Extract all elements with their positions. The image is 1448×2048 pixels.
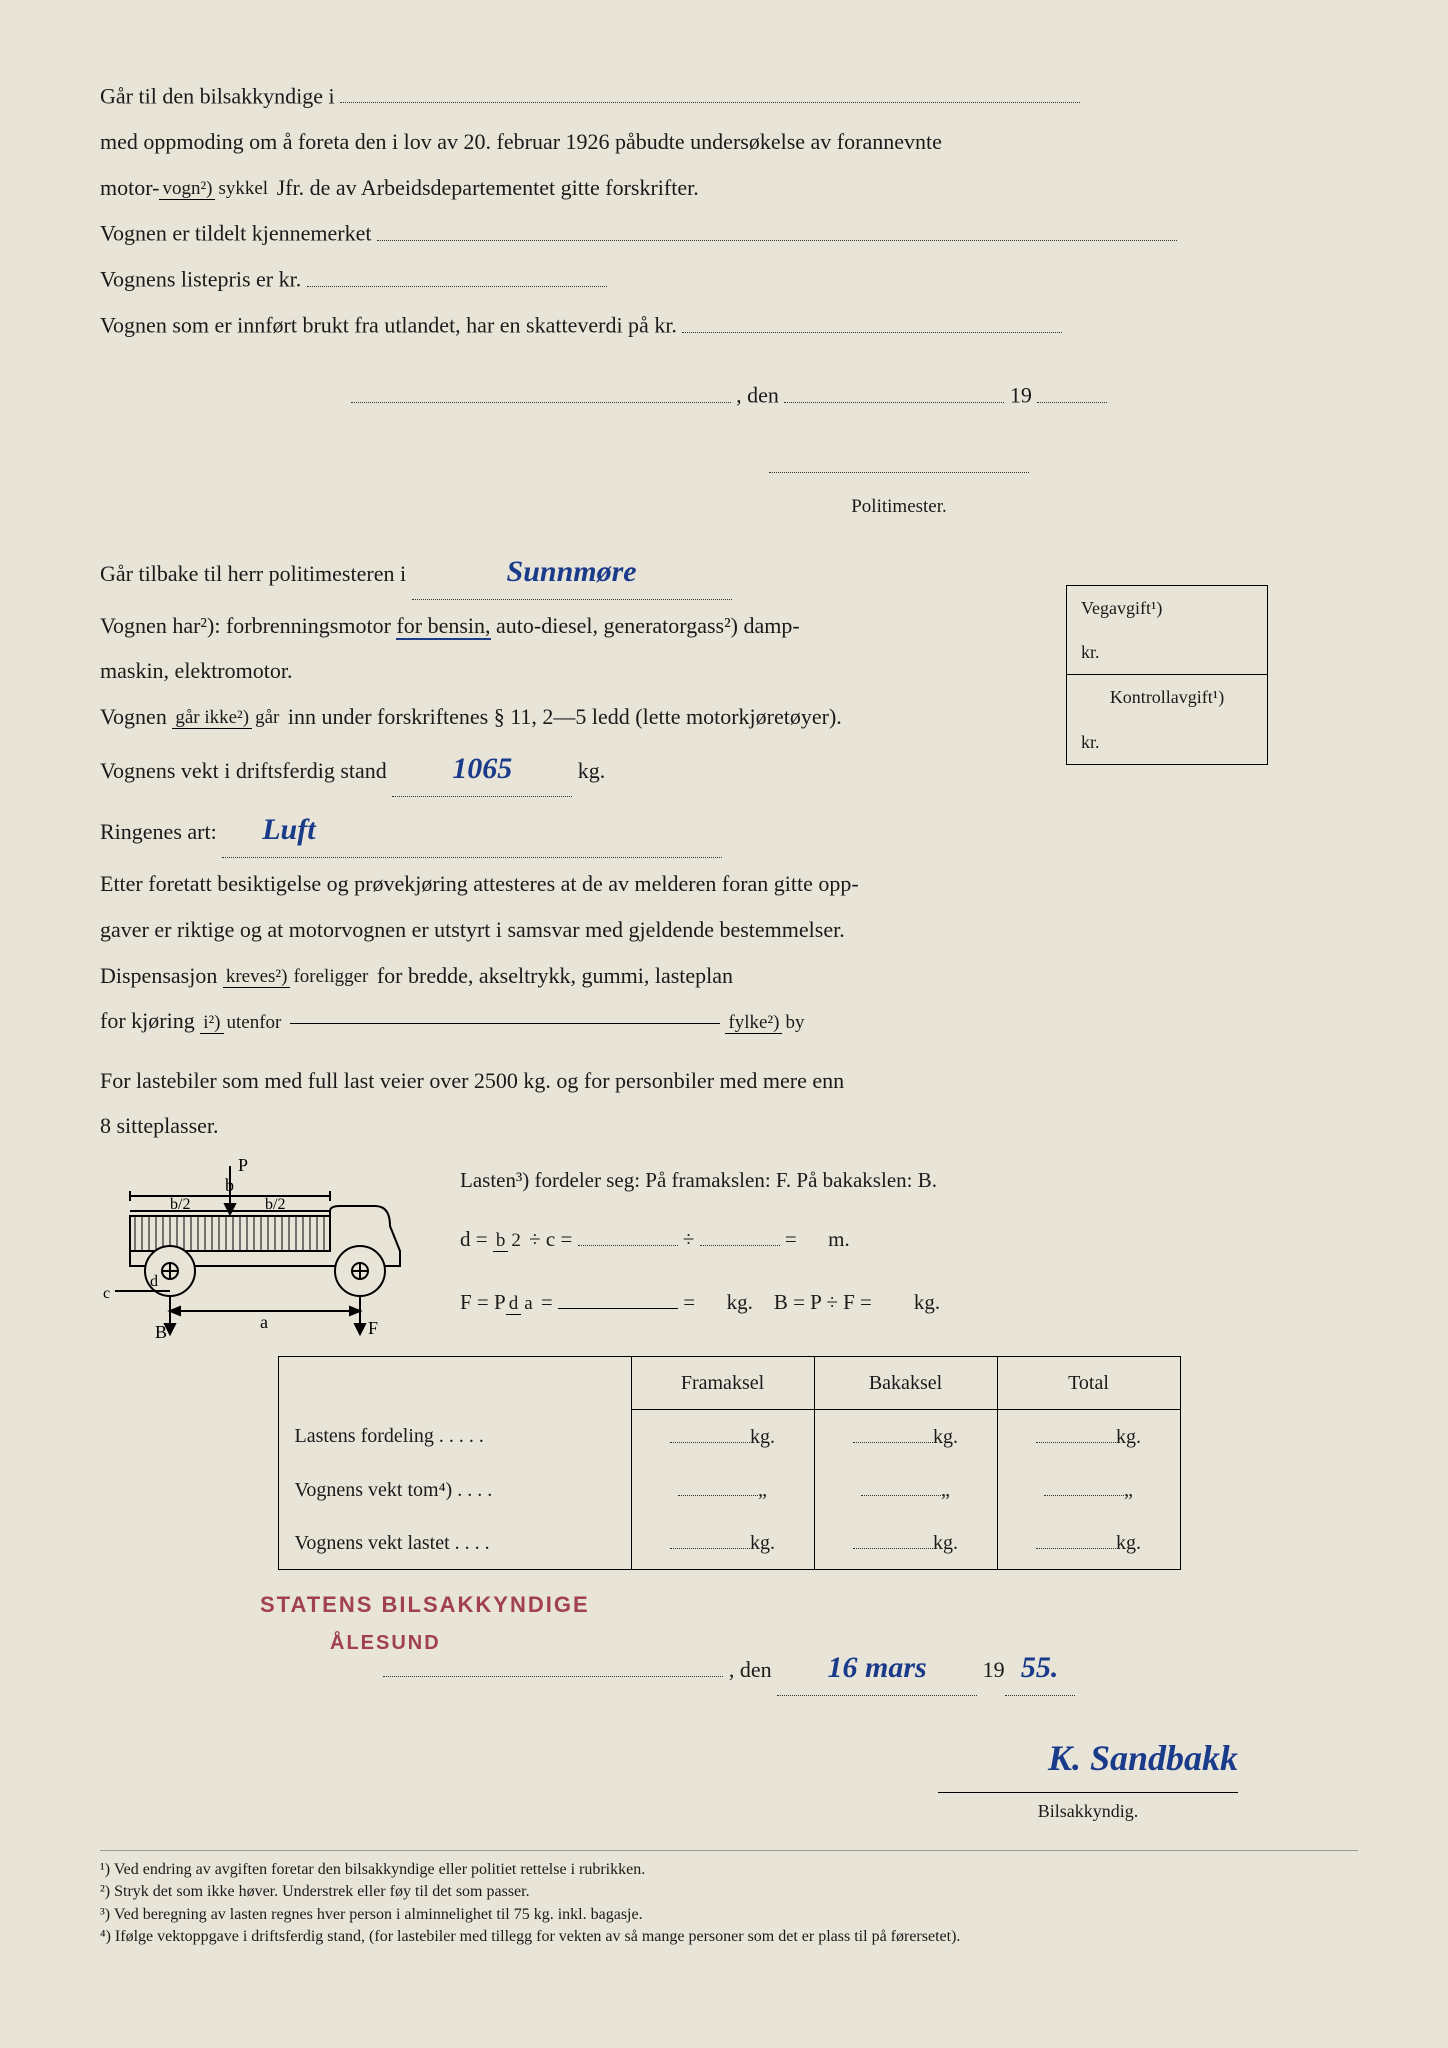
text: Dispensasjon [100, 963, 223, 988]
blank-place [351, 375, 731, 402]
fraction-vogn-sykkel: vogn²)sykkel [159, 179, 271, 200]
text: Politimester. [851, 496, 947, 517]
text: inn under forskriftenes § 11, 2—5 ledd (… [282, 704, 841, 729]
vegavgift-label: Vegavgift¹) [1067, 586, 1267, 630]
footnotes: ¹) Ved endring av avgiften foretar den b… [100, 1850, 1358, 1949]
handwritten-place: Sunnmøre [412, 545, 732, 600]
text: Vognens listepris er kr. [100, 267, 301, 292]
lastebil-intro2: 8 sitteplasser. [100, 1106, 1358, 1146]
text: 19 [1010, 383, 1032, 408]
formula-d: d = b2 ÷ c = ÷ = m. [460, 1220, 1358, 1259]
svg-text:B: B [155, 1322, 167, 1342]
blank-date [784, 375, 1004, 402]
formula-f-b: F = Pda = = kg. B = P ÷ F = kg. [460, 1284, 1358, 1322]
svg-text:F: F [368, 1318, 378, 1338]
blank-line [290, 1023, 720, 1024]
kontrollavgift-label: Kontrollavgift¹) [1067, 674, 1267, 719]
kontrollavgift-kr: kr. [1067, 720, 1267, 764]
blank-field [340, 76, 1080, 103]
truck-formula-row: P b b/2 b/2 F B a c d Lasten³) fordeler … [100, 1156, 1358, 1346]
text: , den [736, 383, 779, 408]
footnote-4: ⁴) Ifølge vektoppgave i driftsferdig sta… [100, 1926, 1358, 1948]
politimester-block: Politimester. [440, 445, 1358, 525]
text: Går tilbake til herr politimesteren i [100, 561, 406, 586]
text: kg. [578, 758, 606, 783]
line-motor-type: Vognen har²): forbrenningsmotor for bens… [100, 606, 1090, 646]
line-attest2: gaver er riktige og at motorvognen er ut… [100, 910, 1358, 950]
fee-box: Vegavgift¹) kr. Kontrollavgift¹) kr. [1066, 585, 1268, 766]
text: Ringenes art: [100, 819, 217, 844]
svg-text:b/2: b/2 [170, 1196, 190, 1213]
lastebil-intro1: For lastebiler som med full last veier o… [100, 1061, 1358, 1101]
text: motor- [100, 175, 159, 200]
fraction-gar: går ikke²)går [172, 708, 282, 729]
date-line-1: , den 19 [100, 375, 1358, 415]
signature-block: K. Sandbakk Bilsakkyndig. [100, 1726, 1238, 1830]
line-dispensasjon: Dispensasjon kreves²)foreligger for bred… [100, 956, 1358, 996]
text: Vognen er tildelt kjennemerket [100, 221, 371, 246]
col-bakaksel: Bakaksel [814, 1357, 997, 1410]
section-2: Vegavgift¹) kr. Kontrollavgift¹) kr. Går… [100, 545, 1358, 1041]
svg-text:a: a [260, 1312, 268, 1332]
blank-field [682, 305, 1062, 332]
fraction-disp: kreves²)foreligger [223, 967, 372, 988]
line-motor: motor-vogn²)sykkel Jfr. de av Arbeidsdep… [100, 168, 1358, 208]
line-bilsakkyndige: Går til den bilsakkyndige i [100, 76, 1358, 116]
svg-text:b: b [225, 1175, 234, 1195]
signature-handwritten: K. Sandbakk [1048, 1738, 1238, 1778]
underlined-bensin: for bensin, [396, 613, 490, 640]
handwritten-ring: Luft [222, 803, 722, 858]
text: Vognens vekt i driftsferdig stand [100, 758, 387, 783]
col-framaksel: Framaksel [631, 1357, 814, 1410]
weight-table: Framaksel Bakaksel Total Lastens fordeli… [278, 1356, 1181, 1570]
text: Vognen [100, 704, 172, 729]
blank-field [307, 259, 607, 286]
text: auto-diesel, generatorgass²) damp- [491, 613, 800, 638]
svg-text:d: d [150, 1273, 158, 1290]
document-page: Går til den bilsakkyndige i med oppmodin… [0, 0, 1448, 2048]
table-row: Vognens vekt lastet . . . . kg. kg. kg. [278, 1516, 1180, 1570]
text: Vognen har²): forbrenningsmotor [100, 613, 396, 638]
line-ring: Ringenes art: Luft [100, 803, 1358, 858]
truck-diagram-icon: P b b/2 b/2 F B a c d [100, 1156, 430, 1346]
line-attest1: Etter foretatt besiktigelse og prøvekjør… [100, 864, 1358, 904]
svg-text:P: P [238, 1156, 248, 1175]
footnote-3: ³) Ved beregning av lasten regnes hver p… [100, 1904, 1358, 1926]
table-row: Lastens fordeling . . . . . kg. kg. kg. [278, 1410, 1180, 1464]
fraction-kjoring: i²)utenfor [200, 1013, 284, 1034]
footnote-2: ²) Stryk det som ikke høver. Understrek … [100, 1881, 1358, 1903]
text: Vognen som er innført brukt fra utlandet… [100, 313, 677, 338]
line-skatteverdi: Vognen som er innført brukt fra utlandet… [100, 305, 1358, 345]
blank-year [1037, 375, 1107, 402]
text: Jfr. de av Arbeidsdepartementet gitte fo… [277, 175, 699, 200]
sig-label: Bilsakkyndig. [938, 1792, 1238, 1827]
blank-place [383, 1649, 723, 1676]
line-kjennemerke: Vognen er tildelt kjennemerket [100, 213, 1358, 253]
blank-sig [769, 445, 1029, 472]
handwritten-year: 55. [1005, 1641, 1075, 1696]
table-row: Vognens vekt tom⁴) . . . . „ „ „ [278, 1463, 1180, 1516]
line-oppmoding: med oppmoding om å foreta den i lov av 2… [100, 122, 1358, 162]
stamp-line1: STATENS BILSAKKYNDIGE [260, 1585, 1358, 1625]
svg-text:c: c [103, 1285, 110, 1302]
blank-field [377, 213, 1177, 240]
fraction-fylke-by: fylke²)by [725, 1013, 807, 1034]
vegavgift-kr: kr. [1067, 630, 1267, 674]
line-kjoring: for kjøring i²)utenfor fylke²)by [100, 1001, 1358, 1041]
formula-block: Lasten³) fordeler seg: På framakslen: F.… [460, 1156, 1358, 1328]
lasten-label: Lasten³) fordeler seg: På framakslen: F.… [460, 1162, 1358, 1200]
text: for bredde, akseltrykk, gummi, lasteplan [371, 963, 733, 988]
line-listepris: Vognens listepris er kr. [100, 259, 1358, 299]
svg-text:b/2: b/2 [265, 1196, 285, 1213]
handwritten-vekt: 1065 [392, 742, 572, 797]
footnote-1: ¹) Ved endring av avgiften foretar den b… [100, 1859, 1358, 1881]
text: Går til den bilsakkyndige i [100, 83, 335, 108]
col-total: Total [997, 1357, 1180, 1410]
handwritten-date: 16 mars [777, 1641, 977, 1696]
text: for kjøring [100, 1008, 200, 1033]
date-line-2: , den 16 mars 1955. [100, 1641, 1358, 1696]
